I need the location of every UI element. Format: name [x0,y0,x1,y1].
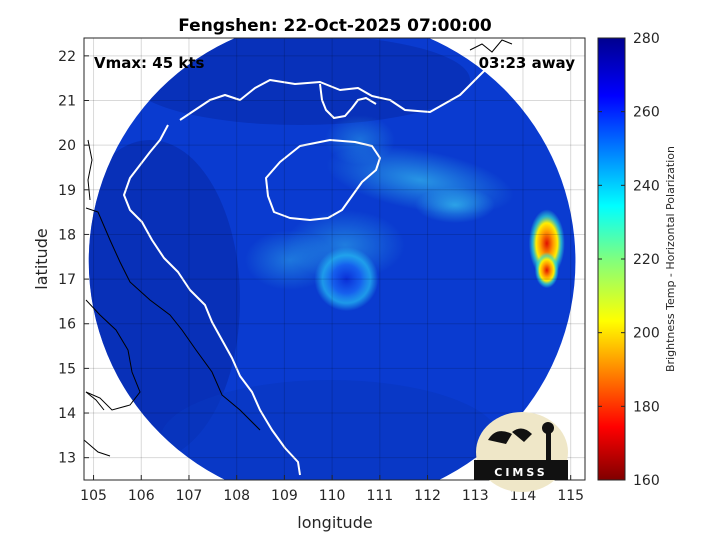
y-axis: 13 14 15 16 17 18 19 20 21 22 [58,49,89,467]
y-tick-label: 22 [58,49,76,65]
storm-eye [314,247,379,312]
colorbar-tick-label: 260 [633,105,660,121]
x-tick-label: 106 [128,488,155,504]
x-tick-label: 109 [271,488,298,504]
time-away-annotation: 03:23 away [479,54,576,72]
cimss-logo: CIMSS [474,412,568,492]
y-tick-label: 14 [58,406,76,422]
y-tick-label: 18 [58,227,76,243]
grid [84,38,585,480]
axes-frame [83,37,586,481]
x-tick-label: 113 [462,488,489,504]
logo-text: CIMSS [494,466,547,479]
colorbar-tick-label: 280 [633,31,660,47]
y-tick-label: 21 [58,94,76,110]
y-tick-label: 17 [58,272,76,288]
colorbar-tick-label: 220 [633,252,660,268]
y-tick-label: 15 [58,361,76,377]
y-tick-label: 16 [58,317,76,333]
colorbar-tick-label: 180 [633,399,660,415]
x-axis: 105 106 107 108 109 110 111 112 113 114 115 [80,475,584,504]
x-tick-label: 115 [557,488,584,504]
y-axis-label: latitude [32,228,51,289]
x-tick-label: 112 [414,488,441,504]
x-tick-label: 107 [176,488,203,504]
colorbar-tick-label: 200 [633,326,660,342]
vmax-annotation: Vmax: 45 kts [94,54,204,72]
colorbar-tick-label: 160 [633,473,660,489]
cold-cloud-top [534,252,559,289]
country-border [84,39,513,457]
x-tick-label: 111 [366,488,393,504]
colorbar-tick-label: 240 [633,178,660,194]
colorbar-label: Brightness Temp - Horizontal Polarizatio… [664,146,677,372]
x-tick-label: 110 [319,488,346,504]
x-tick-label: 108 [223,488,250,504]
coastline [123,54,511,476]
y-tick-label: 13 [58,451,76,467]
x-tick-label: 105 [80,488,107,504]
x-axis-label: longitude [297,513,372,532]
colorbar [597,37,626,481]
chart-title: Fengshen: 22-Oct-2025 07:00:00 [178,16,492,36]
colorbar-ticks: 160 180 200 220 240 260 280 [598,31,660,489]
x-tick-label: 114 [510,488,537,504]
swath-texture [88,38,514,480]
y-tick-label: 20 [58,138,76,154]
y-tick-label: 19 [58,183,76,199]
